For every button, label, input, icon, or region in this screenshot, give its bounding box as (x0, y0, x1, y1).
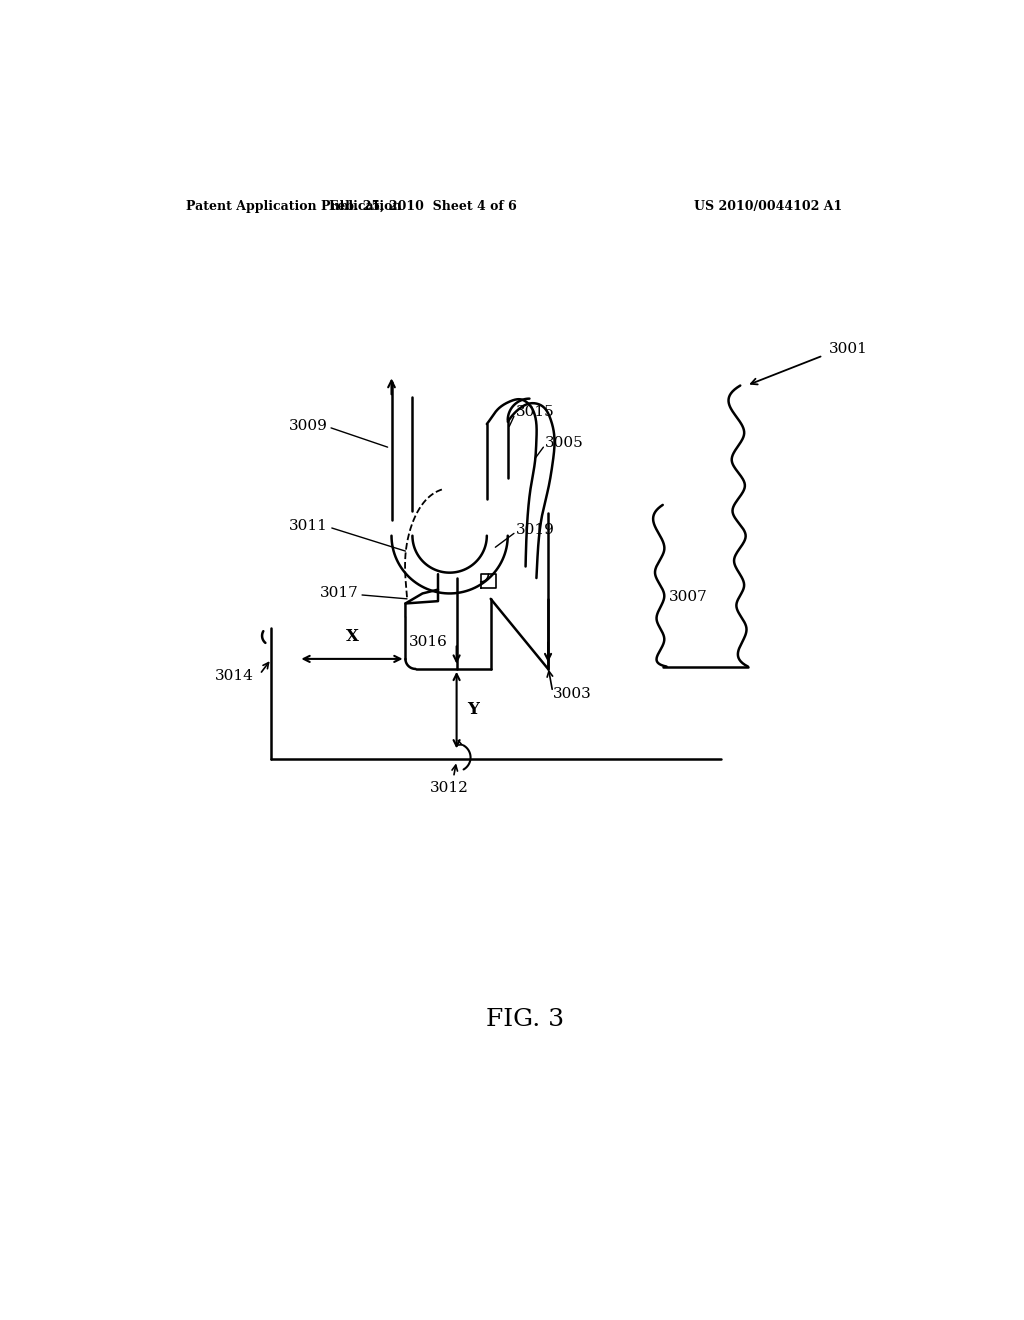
Text: 3016: 3016 (409, 635, 447, 649)
Text: 3014: 3014 (215, 669, 254, 682)
Text: 3011: 3011 (289, 520, 328, 533)
Text: 3007: 3007 (669, 590, 708, 605)
Text: 3017: 3017 (321, 586, 359, 601)
Text: 3003: 3003 (553, 686, 592, 701)
Text: Y: Y (467, 701, 479, 718)
Text: 3019: 3019 (515, 523, 554, 536)
Text: 3001: 3001 (829, 342, 868, 356)
Text: 3005: 3005 (545, 437, 584, 450)
Text: 3012: 3012 (430, 780, 469, 795)
Text: X: X (345, 628, 358, 645)
Text: 3015: 3015 (515, 405, 554, 420)
Text: Patent Application Publication: Patent Application Publication (186, 199, 401, 213)
Text: US 2010/0044102 A1: US 2010/0044102 A1 (693, 199, 842, 213)
Text: 3009: 3009 (289, 420, 328, 433)
Text: Feb. 25, 2010  Sheet 4 of 6: Feb. 25, 2010 Sheet 4 of 6 (329, 199, 516, 213)
Text: FIG. 3: FIG. 3 (485, 1007, 564, 1031)
